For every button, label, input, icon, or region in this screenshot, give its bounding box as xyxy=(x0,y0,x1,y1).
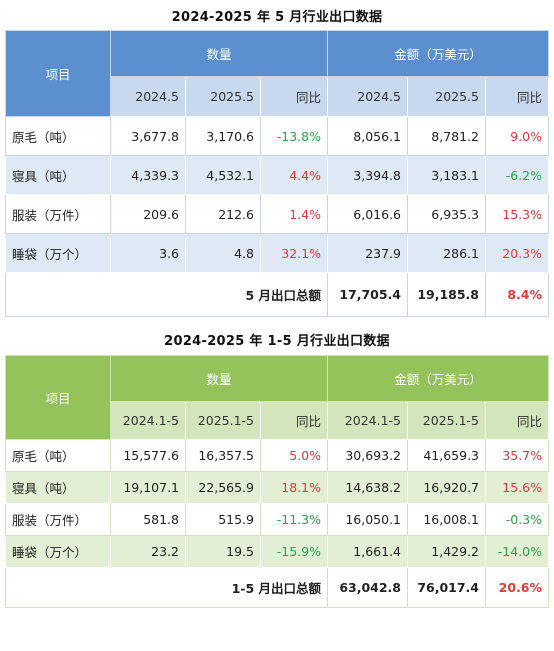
table-cell: 4,339.3 xyxy=(110,155,186,195)
row-label: 服装（万件） xyxy=(5,503,111,536)
table2-title: 2024-2025 年 1-5 月行业出口数据 xyxy=(164,334,390,349)
header-amount: 金额（万美元） xyxy=(326,355,550,402)
table-row: 寝具（吨） 4,339.3 4,532.1 4.4% 3,394.8 3,183… xyxy=(5,155,550,195)
yoy-cell: 32.1% xyxy=(260,233,328,273)
yoy-cell: -15.9% xyxy=(260,535,328,568)
table-cell: 14,638.2 xyxy=(327,471,408,504)
table-row: 睡袋（万个） 23.2 19.5 -15.9% 1,661.4 1,429.2 … xyxy=(5,535,550,568)
table-cell: 16,008.1 xyxy=(407,503,486,536)
subheader-cell: 2025.1-5 xyxy=(407,401,486,440)
row-label: 服装（万件） xyxy=(5,194,111,234)
header-quantity: 数量 xyxy=(110,30,328,77)
total-cell: 17,705.4 xyxy=(327,272,408,317)
table-cell: 581.8 xyxy=(110,503,186,536)
table-cell: 16,357.5 xyxy=(185,439,261,472)
table-cell: 3,677.8 xyxy=(110,116,186,156)
table1: 项目 数量 金额（万美元） 2024.5 2025.5 同比 2024.5 20… xyxy=(5,30,550,317)
row-label: 原毛（吨） xyxy=(5,439,111,472)
subheader-cell: 2024.5 xyxy=(327,76,408,117)
yoy-cell: 35.7% xyxy=(484,439,550,472)
subheader-cell: 2024.5 xyxy=(110,76,186,117)
yoy-cell: -13.8% xyxy=(260,116,328,156)
table-cell: 3,394.8 xyxy=(327,155,408,195)
subheader-cell: 2025.1-5 xyxy=(185,401,261,440)
total-cell: 63,042.8 xyxy=(327,567,408,608)
table-cell: 1,661.4 xyxy=(327,535,408,568)
yoy-cell: -0.3% xyxy=(484,503,550,536)
table-row: 原毛（吨） 3,677.8 3,170.6 -13.8% 8,056.1 8,7… xyxy=(5,116,550,156)
total-yoy-cell: 20.6% xyxy=(484,567,550,608)
row-label: 睡袋（万个） xyxy=(5,535,111,568)
yoy-cell: 15.3% xyxy=(484,194,550,234)
header-quantity: 数量 xyxy=(110,355,328,402)
table-cell: 41,659.3 xyxy=(407,439,486,472)
table-cell: 22,565.9 xyxy=(185,471,261,504)
subheader-cell: 同比 xyxy=(484,76,550,117)
yoy-cell: -11.3% xyxy=(260,503,328,536)
table-row: 原毛（吨） 15,577.6 16,357.5 5.0% 30,693.2 41… xyxy=(5,439,550,472)
table-cell: 3.6 xyxy=(110,233,186,273)
yoy-cell: 9.0% xyxy=(484,116,550,156)
table-cell: 16,920.7 xyxy=(407,471,486,504)
row-label: 睡袋（万个） xyxy=(5,233,111,273)
subheader-cell: 2024.1-5 xyxy=(110,401,186,440)
table1-title: 2024-2025 年 5 月行业出口数据 xyxy=(171,10,383,25)
table-cell: 3,183.1 xyxy=(407,155,486,195)
table-cell: 6,016.6 xyxy=(327,194,408,234)
yoy-cell: -14.0% xyxy=(484,535,550,568)
header-item: 项目 xyxy=(5,30,111,117)
table-cell: 286.1 xyxy=(407,233,486,273)
yoy-cell: 15.6% xyxy=(484,471,550,504)
table-cell: 16,050.1 xyxy=(327,503,408,536)
table-row: 服装（万件） 581.8 515.9 -11.3% 16,050.1 16,00… xyxy=(5,503,550,536)
total-cell: 76,017.4 xyxy=(407,567,486,608)
table-cell: 6,935.3 xyxy=(407,194,486,234)
table-cell: 209.6 xyxy=(110,194,186,234)
total-label: 5 月出口总额 xyxy=(5,272,328,317)
header-item: 项目 xyxy=(5,355,111,440)
total-yoy-cell: 8.4% xyxy=(484,272,550,317)
row-label: 寝具（吨） xyxy=(5,471,111,504)
subheader-cell: 2025.5 xyxy=(185,76,261,117)
header-amount: 金额（万美元） xyxy=(326,30,550,77)
table-row: 服装（万件） 209.6 212.6 1.4% 6,016.6 6,935.3 … xyxy=(5,194,550,234)
row-label: 原毛（吨） xyxy=(5,116,111,156)
total-row: 1-5 月出口总额 63,042.8 76,017.4 20.6% xyxy=(5,567,550,608)
subheader-cell: 2024.1-5 xyxy=(327,401,408,440)
table-cell: 30,693.2 xyxy=(327,439,408,472)
table-cell: 8,056.1 xyxy=(327,116,408,156)
table-cell: 515.9 xyxy=(185,503,261,536)
yoy-cell: 4.4% xyxy=(260,155,328,195)
table-cell: 19.5 xyxy=(185,535,261,568)
table-cell: 15,577.6 xyxy=(110,439,186,472)
table-row: 睡袋（万个） 3.6 4.8 32.1% 237.9 286.1 20.3% xyxy=(5,233,550,273)
table-cell: 237.9 xyxy=(327,233,408,273)
subheader-cell: 同比 xyxy=(484,401,550,440)
total-label: 1-5 月出口总额 xyxy=(5,567,328,608)
table-cell: 1,429.2 xyxy=(407,535,486,568)
table-row: 寝具（吨） 19,107.1 22,565.9 18.1% 14,638.2 1… xyxy=(5,471,550,504)
table-cell: 3,170.6 xyxy=(185,116,261,156)
table-cell: 8,781.2 xyxy=(407,116,486,156)
table-cell: 23.2 xyxy=(110,535,186,568)
total-cell: 19,185.8 xyxy=(407,272,486,317)
subheader-cell: 同比 xyxy=(260,401,328,440)
yoy-cell: 5.0% xyxy=(260,439,328,472)
yoy-cell: 20.3% xyxy=(484,233,550,273)
table-cell: 19,107.1 xyxy=(110,471,186,504)
row-label: 寝具（吨） xyxy=(5,155,111,195)
table-cell: 212.6 xyxy=(185,194,261,234)
table-cell: 4.8 xyxy=(185,233,261,273)
subheader-cell: 2025.5 xyxy=(407,76,486,117)
total-row: 5 月出口总额 17,705.4 19,185.8 8.4% xyxy=(5,272,550,317)
subheader-cell: 同比 xyxy=(260,76,328,117)
yoy-cell: -6.2% xyxy=(484,155,550,195)
yoy-cell: 18.1% xyxy=(260,471,328,504)
table-cell: 4,532.1 xyxy=(185,155,261,195)
yoy-cell: 1.4% xyxy=(260,194,328,234)
table2: 项目 数量 金额（万美元） 2024.1-5 2025.1-5 同比 2024.… xyxy=(5,355,550,608)
